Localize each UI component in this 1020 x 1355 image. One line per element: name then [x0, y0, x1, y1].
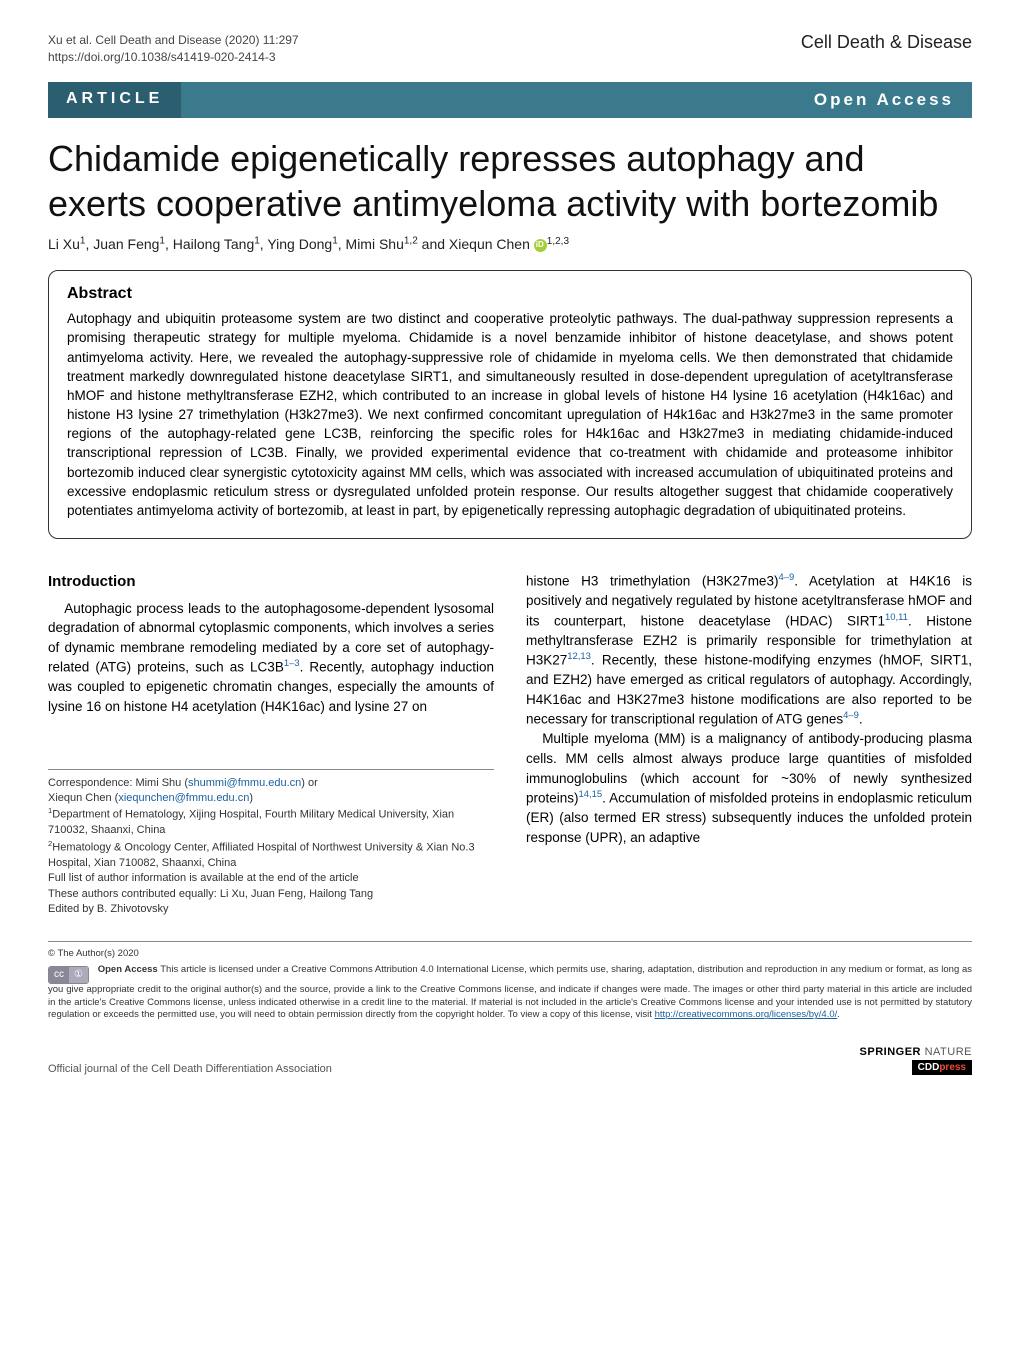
header-meta: Xu et al. Cell Death and Disease (2020) …: [0, 0, 1020, 74]
author-list: Li Xu1, Juan Feng1, Hailong Tang1, Ying …: [0, 236, 1020, 271]
open-access-tag: Open Access: [796, 82, 972, 118]
corresponding-sup: 1,2,3: [547, 236, 569, 247]
abstract-heading: Abstract: [67, 285, 953, 303]
abstract-box: Abstract Autophagy and ubiquitin proteas…: [48, 270, 972, 539]
journal-name: Cell Death & Disease: [801, 32, 972, 66]
license-row: cc ① Open Access This article is license…: [48, 964, 972, 1022]
citation-line2: https://doi.org/10.1038/s41419-020-2414-…: [48, 49, 299, 66]
cc-badge: cc ①: [48, 966, 89, 984]
intro-p1-left: Autophagic process leads to the autophag…: [48, 599, 494, 717]
cdd-press-logo: CDDpress: [912, 1060, 972, 1075]
copyright-line: © The Author(s) 2020: [48, 948, 972, 961]
body-columns: Introduction Autophagic process leads to…: [0, 563, 1020, 933]
correspondence-line2: Xiequn Chen (xiequnchen@fmmu.edu.cn): [48, 791, 494, 806]
intro-p2-right: Multiple myeloma (MM) is a malignancy of…: [526, 729, 972, 847]
orcid-icon[interactable]: [534, 239, 547, 252]
affiliation-full-list: Full list of author information is avail…: [48, 871, 494, 886]
edited-by: Edited by B. Zhivotovsky: [48, 902, 494, 917]
springer-nature-logo: SPRINGER NATURE: [860, 1046, 972, 1058]
footer-left: Official journal of the Cell Death Diffe…: [48, 1063, 332, 1075]
intro-heading: Introduction: [48, 571, 494, 593]
citation-line1: Xu et al. Cell Death and Disease (2020) …: [48, 32, 299, 49]
correspondence-block: Correspondence: Mimi Shu (shummi@fmmu.ed…: [48, 769, 494, 918]
article-banner: ARTICLE Open Access: [48, 82, 972, 118]
page-footer: Official journal of the Cell Death Diffe…: [0, 1030, 1020, 1099]
publisher-logo: SPRINGER NATURE CDDpress: [860, 1046, 972, 1075]
by-icon: ①: [69, 967, 88, 983]
correspondence-line1: Correspondence: Mimi Shu (shummi@fmmu.ed…: [48, 776, 494, 791]
left-column: Introduction Autophagic process leads to…: [48, 571, 494, 917]
intro-p1-right: histone H3 trimethylation (H3K27me3)4–9.…: [526, 571, 972, 730]
email-link-1[interactable]: shummi@fmmu.edu.cn: [188, 777, 301, 789]
license-text: Open Access This article is licensed und…: [48, 964, 972, 1020]
affiliation-2: 2Hematology & Oncology Center, Affiliate…: [48, 839, 494, 871]
cc-icon: cc: [49, 967, 69, 983]
abstract-text: Autophagy and ubiquitin proteasome syste…: [67, 309, 953, 520]
equal-contribution: These authors contributed equally: Li Xu…: [48, 887, 494, 902]
cc-badge-wrap: cc ①: [48, 966, 89, 984]
article-title: Chidamide epigenetically represses autop…: [0, 118, 1020, 236]
affiliation-1: 1Department of Hematology, Xijing Hospit…: [48, 806, 494, 838]
citation-block: Xu et al. Cell Death and Disease (2020) …: [48, 32, 299, 66]
license-box: © The Author(s) 2020 cc ① Open Access Th…: [48, 941, 972, 1022]
author-names: Li Xu1, Juan Feng1, Hailong Tang1, Ying …: [48, 236, 530, 252]
article-type-tag: ARTICLE: [48, 82, 181, 118]
right-column: histone H3 trimethylation (H3K27me3)4–9.…: [526, 571, 972, 917]
email-link-2[interactable]: xiequnchen@fmmu.edu.cn: [118, 792, 249, 804]
banner-spacer: [181, 82, 796, 118]
